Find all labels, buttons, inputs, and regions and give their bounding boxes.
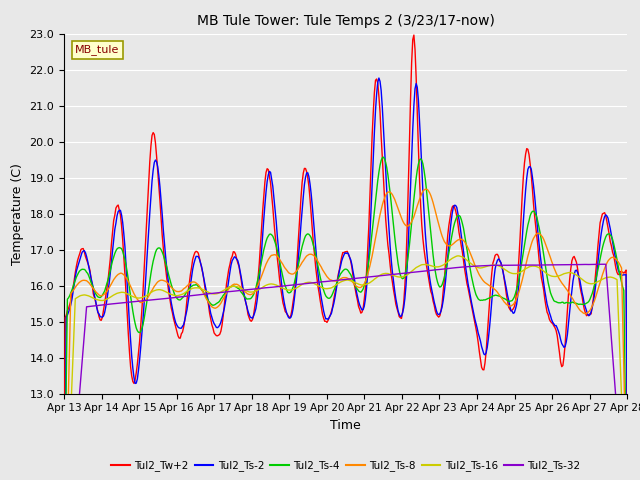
Y-axis label: Temperature (C): Temperature (C) bbox=[11, 163, 24, 264]
Legend: Tul2_Tw+2, Tul2_Ts-2, Tul2_Ts-4, Tul2_Ts-8, Tul2_Ts-16, Tul2_Ts-32: Tul2_Tw+2, Tul2_Ts-2, Tul2_Ts-4, Tul2_Ts… bbox=[107, 456, 584, 476]
Title: MB Tule Tower: Tule Temps 2 (3/23/17-now): MB Tule Tower: Tule Temps 2 (3/23/17-now… bbox=[196, 14, 495, 28]
Text: MB_tule: MB_tule bbox=[76, 44, 120, 55]
X-axis label: Time: Time bbox=[330, 419, 361, 432]
